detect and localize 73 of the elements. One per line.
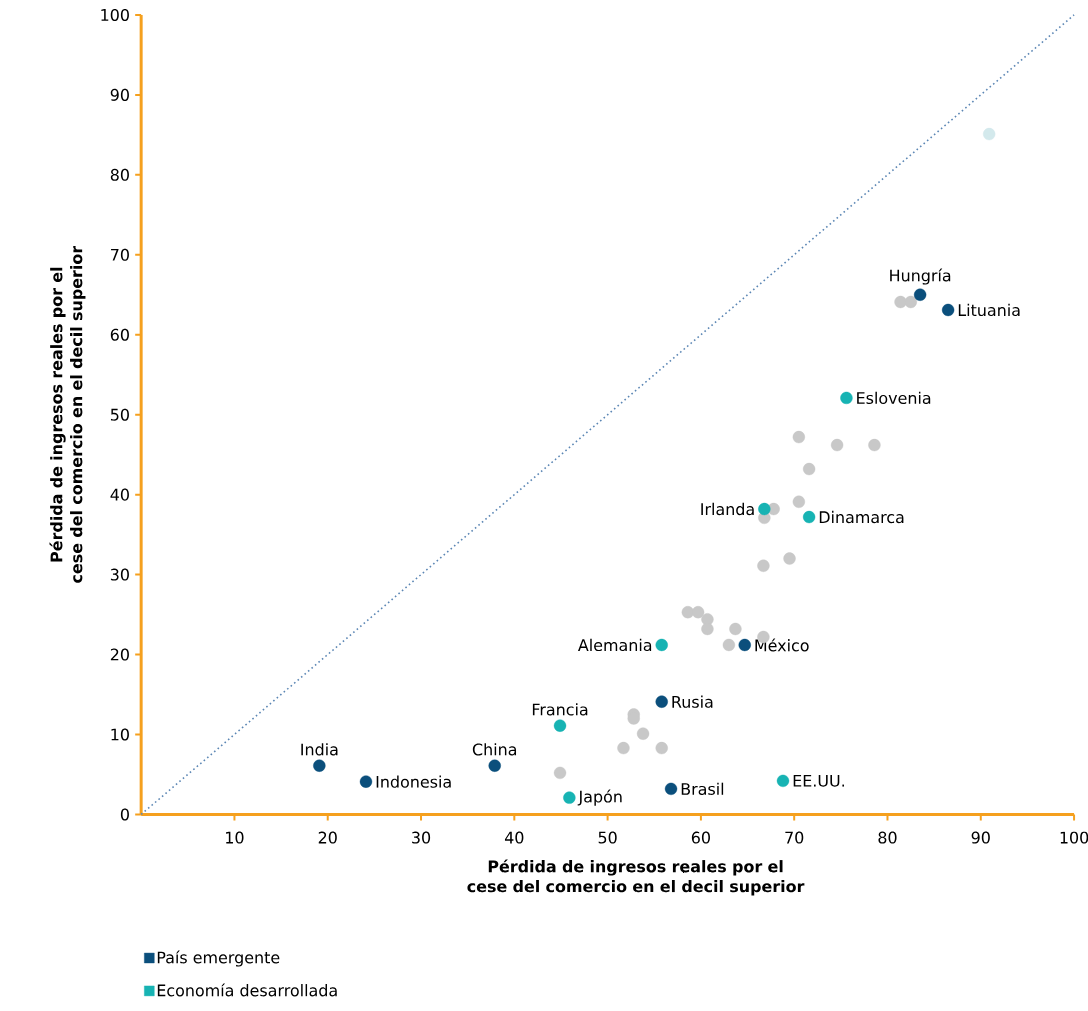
point <box>691 606 705 619</box>
x-tick-label: 40 <box>504 831 524 844</box>
point <box>802 463 816 476</box>
point <box>553 766 567 780</box>
annotation: Hungría <box>890 268 951 285</box>
point <box>655 638 668 652</box>
y-tick-label: 40 <box>110 488 129 501</box>
y-tick-label: 30 <box>110 568 129 581</box>
point <box>941 304 955 317</box>
annotation: Irlanda <box>701 503 754 516</box>
point <box>488 759 501 773</box>
point <box>359 775 373 789</box>
annotation: México <box>755 638 809 652</box>
annotation: Dinamarca <box>819 511 904 524</box>
annotation: India <box>301 743 338 756</box>
point <box>738 638 751 652</box>
point <box>729 623 742 636</box>
point <box>681 606 695 619</box>
point <box>701 623 714 636</box>
x-tick-label: 20 <box>318 831 337 844</box>
x-tick-label: 100 <box>1060 831 1088 844</box>
y-tick-label: 90 <box>110 89 129 102</box>
y-tick-label: 60 <box>110 328 129 341</box>
y-tick-label: 10 <box>111 728 129 741</box>
legend-label: Economía desarrollada <box>157 983 337 997</box>
y-tick-label: 50 <box>110 408 129 421</box>
point <box>776 774 790 788</box>
point <box>840 391 853 405</box>
point <box>313 759 326 773</box>
x-tick-label: 90 <box>971 831 990 844</box>
point <box>792 495 806 509</box>
annotation: China <box>472 743 517 756</box>
x-tick-label: 80 <box>878 831 897 844</box>
annotation: Indonesia <box>376 775 451 789</box>
point <box>563 791 576 805</box>
point <box>830 439 844 452</box>
y-tick-label: 70 <box>111 248 129 262</box>
annotation: Alemania <box>577 639 652 652</box>
x-tick-label: 50 <box>598 831 617 844</box>
annotation: Japón <box>577 789 622 806</box>
y-tick-label: 0 <box>120 808 129 821</box>
annotation: Lituania <box>958 304 1020 317</box>
x-axis-title: Pérdida de ingresos reales por el cese del comercio en el decil superior <box>467 859 805 896</box>
point <box>904 296 917 309</box>
annotation: Brasil <box>681 782 724 796</box>
annotation: Rusia <box>672 695 713 709</box>
point <box>802 511 816 524</box>
point <box>757 559 770 573</box>
point <box>868 439 881 452</box>
y-tick-label: 80 <box>110 169 129 182</box>
x-tick-label: 70 <box>785 831 804 844</box>
x-tick-label: 10 <box>226 831 244 844</box>
x-tick-label: 60 <box>691 831 710 844</box>
point <box>983 128 996 141</box>
legend-label: País emergente <box>157 950 280 967</box>
x-tick-label: 30 <box>412 831 431 844</box>
point <box>913 288 927 302</box>
point <box>664 782 678 796</box>
point <box>655 695 668 709</box>
point <box>617 742 630 755</box>
annotation: Eslovenia <box>857 391 931 405</box>
point <box>758 503 771 516</box>
y-tick-label: 20 <box>110 648 129 661</box>
point <box>553 719 567 733</box>
y-tick-label: 100 <box>101 9 129 22</box>
annotation: Francia <box>532 703 588 716</box>
annotation: EE.UU. <box>793 775 845 787</box>
point <box>655 742 668 755</box>
y-axis-title: Pérdida de ingresos reales por el cese del comercio en el decil superior <box>49 246 86 584</box>
point <box>792 431 806 444</box>
point <box>783 552 796 565</box>
point <box>636 727 650 741</box>
point <box>722 638 736 652</box>
